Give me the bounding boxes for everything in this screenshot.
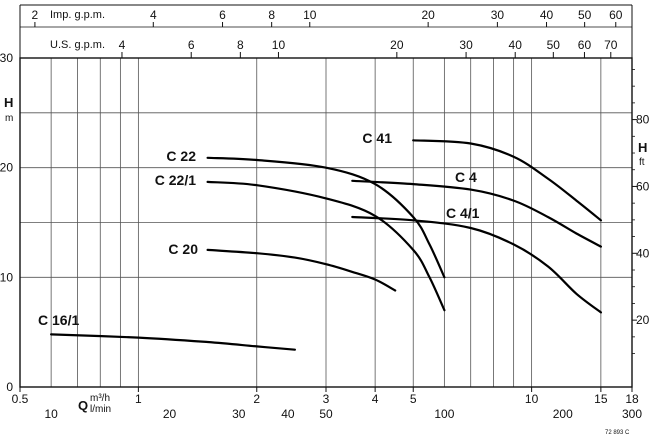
y-tick-label-ft: 80 xyxy=(636,113,650,127)
imp-tick-label: 30 xyxy=(491,8,505,22)
curve-label-c-16-1: C 16/1 xyxy=(38,312,79,328)
y-axis-label-right: H xyxy=(638,140,647,155)
x-tick-label-m3h: 3 xyxy=(323,392,330,406)
us-tick-label: 70 xyxy=(604,38,618,52)
imp-tick-label: 6 xyxy=(219,8,226,22)
curve-c-20 xyxy=(206,248,397,292)
curve-c-41 xyxy=(412,139,602,222)
x-tick-label-m3h: 2 xyxy=(253,392,260,406)
x-tick-label-m3h: 18 xyxy=(625,392,639,406)
x-axis-label: Q xyxy=(78,398,88,413)
curves-group xyxy=(50,139,602,351)
curve-c-22 xyxy=(206,156,446,279)
curve-label-c-41: C 41 xyxy=(362,130,392,146)
curve-c-4-1 xyxy=(351,215,602,314)
x-tick-label-lmin: 30 xyxy=(232,407,246,421)
curve-c-22-1 xyxy=(206,180,446,312)
curve-label-c-22: C 22 xyxy=(166,148,196,164)
imp-tick-label: 60 xyxy=(609,8,623,22)
y-tick-label-ft: 60 xyxy=(636,179,650,193)
imp-tick-label: 8 xyxy=(268,8,275,22)
x-tick-label-lmin: 40 xyxy=(281,407,295,421)
x-tick-label-lmin: 10 xyxy=(44,407,58,421)
imp-tick-label: 20 xyxy=(421,8,435,22)
y-tick-label-ft: 20 xyxy=(636,313,650,327)
y-tick-label-ft: 40 xyxy=(636,246,650,260)
grid-lines xyxy=(20,58,632,387)
imp-tick-label: 10 xyxy=(303,8,317,22)
corner-code: 72 893 C xyxy=(605,430,630,436)
us-tick-label: 6 xyxy=(188,38,195,52)
curve-label-c-20: C 20 xyxy=(168,241,198,257)
us-tick-label: 30 xyxy=(459,38,473,52)
x-tick-label-m3h: 10 xyxy=(525,392,539,406)
y-tick-label-m: 10 xyxy=(0,270,13,284)
x-tick-label-m3h: 5 xyxy=(410,392,417,406)
labels-group: Imp. g.p.m.2 4 6 8 10 20 30 40 50 60U.S. g.p.m. 4 6… xyxy=(0,8,650,436)
curve-label-c-4: C 4 xyxy=(455,169,477,185)
curve-label-c-4-1: C 4/1 xyxy=(446,205,480,221)
us-tick-label: 60 xyxy=(578,38,592,52)
curve-c-16-1 xyxy=(50,333,296,351)
us-tick-label: 8 xyxy=(237,38,244,52)
x-tick-label-lmin: 20 xyxy=(163,407,177,421)
x-tick-label-m3h: 0.5 xyxy=(12,392,29,406)
us-tick-label: 20 xyxy=(390,38,404,52)
x-axis-unit-lmin: l/min xyxy=(90,404,111,415)
x-tick-label-m3h: 1 xyxy=(135,392,142,406)
x-tick-label-lmin: 200 xyxy=(553,407,573,421)
y-tick-label-m: 30 xyxy=(0,51,13,65)
x-tick-label-m3h: 4 xyxy=(372,392,379,406)
x-tick-label-lmin: 300 xyxy=(622,407,642,421)
imp-tick-label: 50 xyxy=(578,8,592,22)
curve-label-c-22-1: C 22/1 xyxy=(155,172,196,188)
imp-gpm-label: Imp. g.p.m. xyxy=(50,9,105,21)
imp-tick-label: 4 xyxy=(150,8,157,22)
imp-tick-label: 40 xyxy=(540,8,554,22)
plot-frame xyxy=(19,4,637,392)
us-tick-label: 10 xyxy=(272,38,286,52)
x-tick-label-lmin: 50 xyxy=(319,407,333,421)
us-tick-label: 4 xyxy=(119,38,126,52)
y-axis-label-left: H xyxy=(4,95,13,110)
y-axis-unit-right: ft xyxy=(639,157,645,168)
us-tick-label: 40 xyxy=(509,38,523,52)
y-axis-unit-left: m xyxy=(5,113,13,124)
y-tick-label-m: 0 xyxy=(6,380,13,394)
us-tick-label: 50 xyxy=(547,38,561,52)
imp-tick-label: 2 xyxy=(32,8,39,22)
curve-c-4 xyxy=(351,179,602,248)
us-gpm-label: U.S. g.p.m. xyxy=(50,39,105,51)
y-tick-label-m: 20 xyxy=(0,161,13,175)
x-tick-label-m3h: 15 xyxy=(594,392,608,406)
x-axis-unit-m3h: m³/h xyxy=(90,393,110,404)
x-tick-label-lmin: 100 xyxy=(434,407,454,421)
